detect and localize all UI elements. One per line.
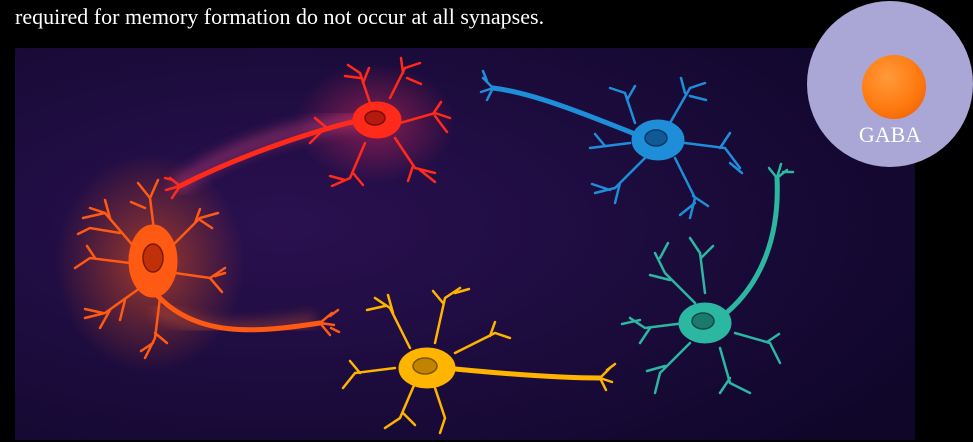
gaba-label: GABA <box>858 122 922 147</box>
red-neuron <box>163 56 452 200</box>
caption-text: required for memory formation do not occ… <box>15 4 545 29</box>
orange-neuron <box>73 178 341 360</box>
teal-neuron <box>620 162 795 395</box>
neuron-network-illustration <box>15 48 915 440</box>
yellow-neuron <box>341 286 617 435</box>
gaba-badge: GABA <box>807 1 973 167</box>
blue-neuron <box>479 69 744 220</box>
gaba-molecule-icon <box>862 55 926 119</box>
